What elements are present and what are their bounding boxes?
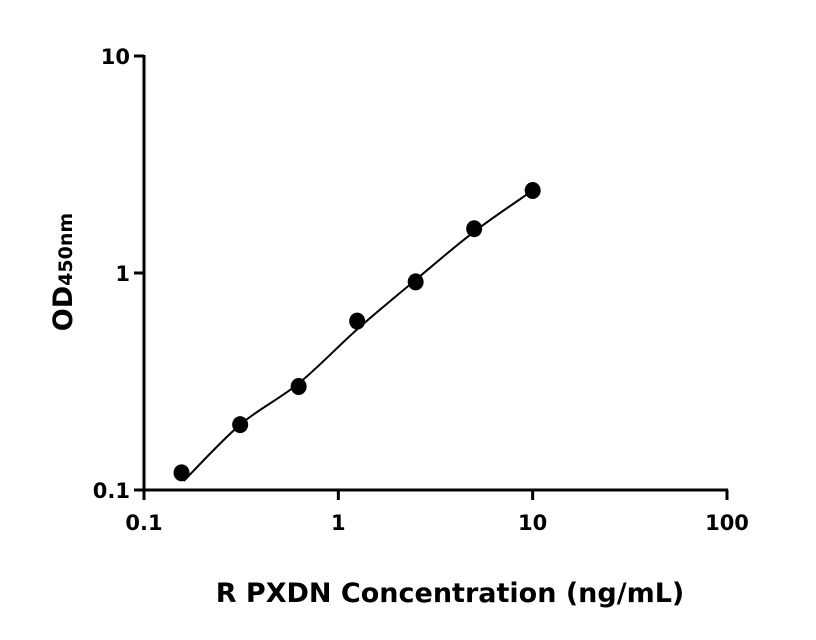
ticks: 0.1 1 10 100 0.1 1 10 bbox=[93, 45, 749, 535]
data-point bbox=[466, 220, 483, 238]
x-tick-label: 100 bbox=[705, 511, 749, 535]
data-point bbox=[524, 181, 541, 199]
data-point bbox=[407, 273, 424, 291]
x-tick-label: 10 bbox=[518, 511, 547, 535]
x-tick-label: 1 bbox=[331, 511, 346, 535]
y-tick-label: 10 bbox=[101, 45, 130, 69]
x-axis-label: R PXDN Concentration (ng/mL) bbox=[216, 578, 685, 609]
data-point bbox=[349, 312, 366, 330]
data-point bbox=[173, 464, 190, 482]
data-point bbox=[232, 416, 249, 434]
y-axis-label: OD450nm bbox=[48, 213, 79, 331]
y-axis-label-main: OD bbox=[48, 286, 79, 331]
y-axis-label-subscript: 450nm bbox=[55, 213, 77, 286]
x-tick-label: 0.1 bbox=[125, 511, 162, 535]
data-points bbox=[173, 181, 541, 482]
y-tick-label: 0.1 bbox=[93, 479, 130, 503]
data-point bbox=[290, 377, 307, 395]
axes bbox=[142, 55, 728, 492]
y-tick-label: 1 bbox=[115, 262, 130, 286]
